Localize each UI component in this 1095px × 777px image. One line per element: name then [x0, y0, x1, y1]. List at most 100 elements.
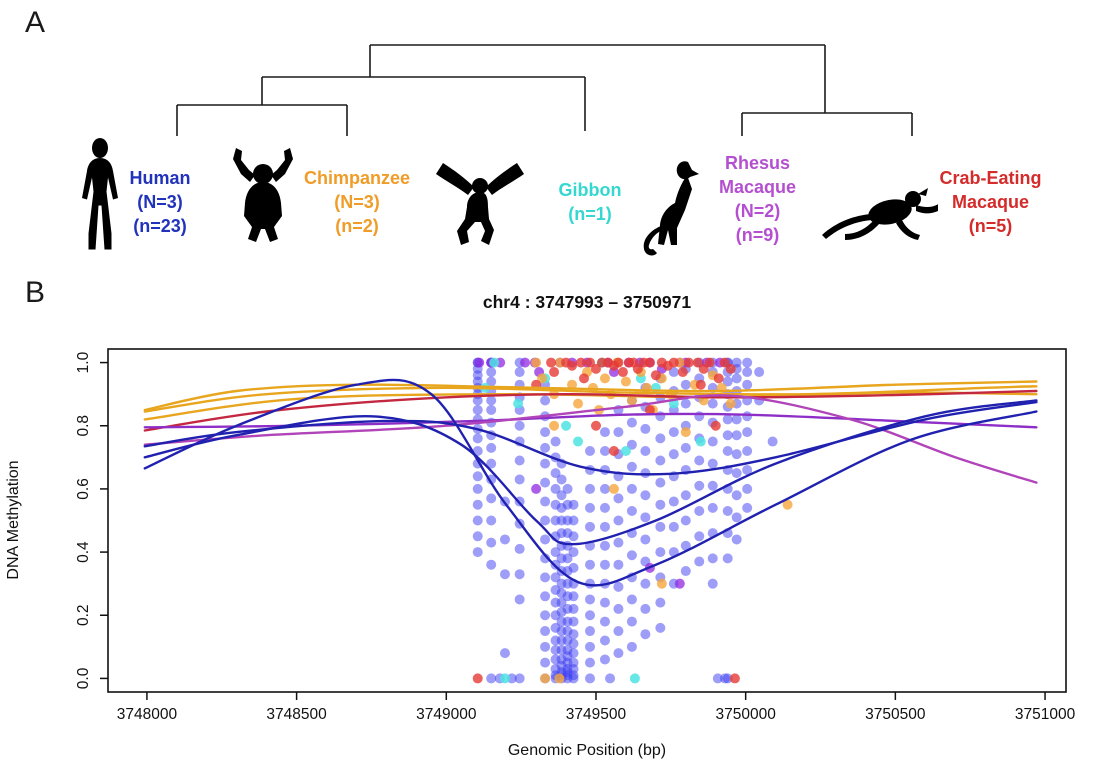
- methylation-point: [584, 502, 595, 513]
- smoothed-methylation-line-crab-eating-1: [143, 389, 1038, 432]
- methylation-point: [584, 446, 595, 457]
- chimpanzee-silhouette-icon: [233, 148, 293, 242]
- methylation-point: [568, 547, 579, 558]
- methylation-point: [640, 603, 651, 614]
- methylation-point: [668, 521, 679, 532]
- methylation-point: [514, 420, 525, 431]
- species-name: Gibbon: [558, 180, 622, 200]
- methylation-point: [562, 553, 573, 564]
- methylation-point: [599, 373, 610, 384]
- methylation-point: [561, 420, 572, 431]
- methylation-point: [668, 357, 679, 368]
- species-label-chimpanzee: Chimpanzee (N=3) (n=2): [292, 166, 422, 238]
- methylation-point: [694, 480, 705, 491]
- methylation-point: [540, 657, 551, 668]
- methylation-point: [613, 427, 624, 438]
- methylation-point: [584, 521, 595, 532]
- methylation-point: [540, 442, 551, 453]
- methylation-point: [513, 398, 524, 409]
- species-count-individuals: (N=2): [734, 201, 781, 221]
- methylation-point: [546, 357, 557, 368]
- methylation-point: [722, 430, 733, 441]
- methylation-point: [767, 436, 778, 447]
- methylation-point: [742, 483, 753, 494]
- methylation-point: [550, 436, 561, 447]
- methylation-point: [472, 547, 483, 558]
- methylation-point: [472, 433, 483, 444]
- methylation-point: [713, 373, 724, 384]
- methylation-point: [707, 480, 718, 491]
- methylation-point: [584, 559, 595, 570]
- methylation-point: [742, 427, 753, 438]
- methylation-point: [640, 490, 651, 501]
- methylation-point: [655, 477, 666, 488]
- methylation-point: [707, 553, 718, 564]
- methylation-point: [540, 673, 551, 684]
- methylation-point: [584, 641, 595, 652]
- methylation-point: [531, 357, 542, 368]
- methylation-point: [680, 379, 691, 390]
- x-tick-label: 3749500: [566, 706, 627, 723]
- methylation-point: [710, 420, 721, 431]
- methylation-point: [725, 363, 736, 374]
- methylation-point: [540, 477, 551, 488]
- methylation-point: [640, 423, 651, 434]
- methylation-point: [579, 373, 590, 384]
- methylation-point: [486, 673, 497, 684]
- methylation-point: [486, 458, 497, 469]
- smoothed-methylation-line-human-2: [143, 399, 1038, 546]
- plot-title: chr4 : 3747993 – 3750971: [482, 292, 692, 312]
- methylation-point: [568, 648, 579, 659]
- species-name: Chimpanzee: [303, 168, 411, 188]
- smoothed-methylation-line-human-3: [143, 378, 1038, 587]
- methylation-point: [613, 626, 624, 637]
- methylation-point: [549, 420, 560, 431]
- methylation-point: [632, 363, 643, 374]
- panel-a-label: A: [25, 6, 46, 39]
- methylation-point: [540, 515, 551, 526]
- methylation-point: [731, 414, 742, 425]
- methylation-point: [707, 458, 718, 469]
- methylation-point: [626, 616, 637, 627]
- methylation-point: [626, 395, 637, 406]
- methylation-point: [742, 379, 753, 390]
- methylation-point: [599, 654, 610, 665]
- species-label-rhesus-macaque: Rhesus Macaque (N=2) (n=9): [700, 151, 815, 247]
- methylation-point: [605, 673, 616, 684]
- methylation-point: [731, 534, 742, 545]
- methylation-point: [537, 373, 548, 384]
- methylation-point: [668, 449, 679, 460]
- methylation-point: [499, 648, 510, 659]
- methylation-point: [613, 493, 624, 504]
- methylation-point: [655, 499, 666, 510]
- methylation-point: [694, 506, 705, 517]
- methylation-point: [576, 357, 587, 368]
- methylation-point: [694, 556, 705, 567]
- methylation-point: [540, 427, 551, 438]
- panel-b-label: B: [25, 276, 46, 309]
- methylation-point: [707, 398, 718, 409]
- smoothed-methylation-line-human-1: [143, 400, 1038, 476]
- methylation-point: [584, 610, 595, 621]
- methylation-point: [540, 626, 551, 637]
- methylation-point: [695, 436, 706, 447]
- methylation-point: [472, 483, 483, 494]
- methylation-point: [573, 398, 584, 409]
- methylation-point: [707, 436, 718, 447]
- y-tick-label: 0.6: [75, 478, 92, 500]
- methylation-point: [584, 626, 595, 637]
- methylation-point: [626, 641, 637, 652]
- species-count-samples: (n=2): [335, 216, 379, 236]
- methylation-point: [629, 673, 640, 684]
- methylation-point: [754, 367, 765, 378]
- methylation-point: [514, 569, 525, 580]
- methylation-point: [729, 673, 740, 684]
- species-label-crab-eating-macaque: Crab-Eating Macaque (n=5): [918, 166, 1063, 238]
- methylation-point: [540, 572, 551, 583]
- methylation-point: [540, 458, 551, 469]
- methylation-point: [599, 597, 610, 608]
- methylation-point: [650, 370, 661, 381]
- species-name-2: Macaque: [718, 177, 797, 197]
- crab-eating-macaque-silhouette-icon: [822, 188, 938, 240]
